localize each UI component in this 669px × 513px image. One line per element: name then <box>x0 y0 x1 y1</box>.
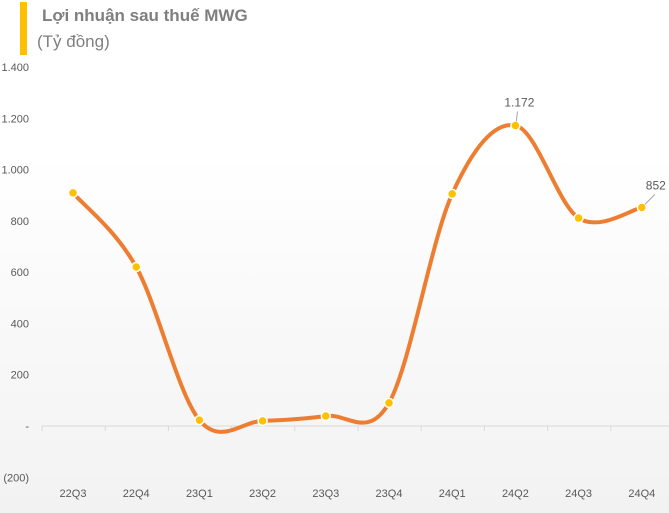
y-tick-label: 1.000 <box>1 165 29 177</box>
data-label: 1.172 <box>504 95 534 109</box>
x-tick-label: 23Q4 <box>376 488 403 500</box>
data-point-23Q3 <box>320 410 332 422</box>
y-tick-label: - <box>25 421 29 433</box>
x-tick-label: 23Q3 <box>312 488 339 500</box>
x-tick-label: 24Q1 <box>439 488 466 500</box>
x-tick-label: 24Q4 <box>628 488 655 500</box>
data-point-24Q2 <box>510 120 521 131</box>
x-tick-label: 24Q2 <box>502 488 529 500</box>
data-point-23Q2 <box>257 415 268 427</box>
x-tick-label: 23Q1 <box>186 488 213 500</box>
data-point-22Q4 <box>130 261 142 273</box>
y-tick-label: 1.200 <box>1 113 29 125</box>
data-label: 852 <box>646 179 666 193</box>
data-point-24Q1 <box>446 188 458 200</box>
x-tick-label: 24Q3 <box>565 488 592 500</box>
data-point-24Q3 <box>573 212 584 224</box>
series-line <box>71 123 644 434</box>
chart-subtitle: (Tỷ đồng) <box>37 32 110 51</box>
x-tick-label: 22Q3 <box>60 488 87 500</box>
data-point-22Q3 <box>67 187 79 199</box>
y-tick-label: 1.400 <box>1 62 29 74</box>
y-tick-label: 200 <box>11 370 29 382</box>
x-tick-label: 23Q2 <box>249 488 276 500</box>
title-accent-bar <box>20 2 27 55</box>
data-point-23Q1 <box>194 414 205 426</box>
y-tick-label: 400 <box>11 318 29 330</box>
y-tick-label: (200) <box>3 472 29 484</box>
y-tick-label: 600 <box>11 267 29 279</box>
data-label-leader <box>644 194 656 205</box>
data-point-24Q4 <box>636 202 648 213</box>
x-tick-label: 22Q4 <box>123 488 150 500</box>
data-point-23Q4 <box>383 397 395 409</box>
y-tick-label: 800 <box>11 216 29 228</box>
data-label-leader <box>515 111 518 122</box>
chart-title: Lợi nhuận sau thuế MWG <box>42 6 248 25</box>
